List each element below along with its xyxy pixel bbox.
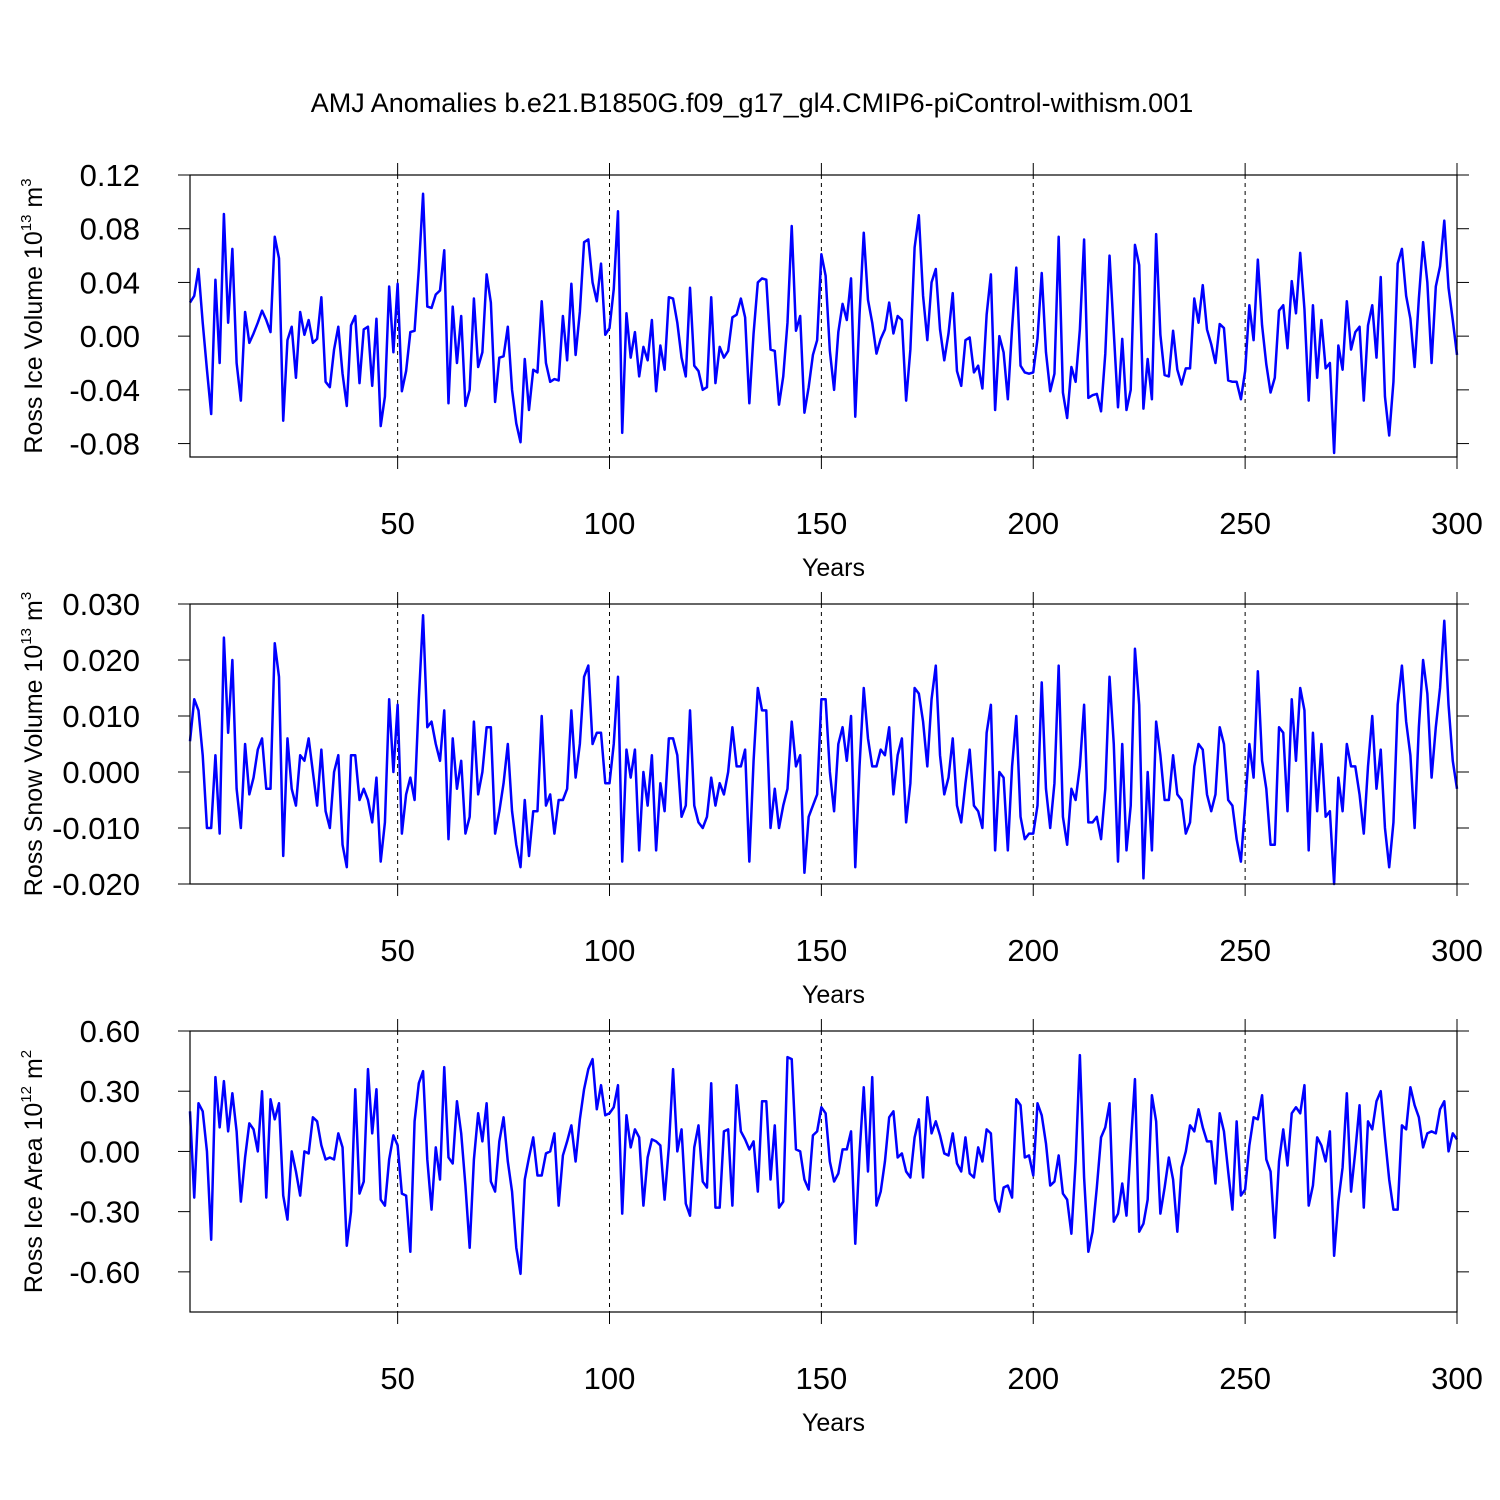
x-tick-label: 100	[584, 933, 636, 968]
y-tick-label: -0.08	[69, 427, 140, 462]
x-tick-label: 300	[1431, 506, 1483, 541]
y-tick-label: 0.030	[62, 587, 140, 622]
x-tick-label: 250	[1219, 506, 1271, 541]
y-tick-label: 0.00	[80, 1134, 140, 1169]
y-axis-title: Ross Ice Volume 1013 m3	[18, 178, 48, 453]
x-tick-label: 200	[1007, 1361, 1059, 1396]
x-tick-label: 200	[1007, 933, 1059, 968]
plot-frame	[189, 1030, 1458, 1313]
x-tick-label: 300	[1431, 1361, 1483, 1396]
y-axis-title-exponent: 13	[18, 215, 35, 232]
y-tick-label: 0.020	[62, 643, 140, 678]
y-tick-label: -0.020	[52, 867, 140, 902]
y-tick-label: 0.30	[80, 1074, 140, 1109]
y-axis-title-unit: m	[20, 600, 48, 621]
data-line	[188, 613, 1459, 886]
x-tick-label: 250	[1219, 933, 1271, 968]
y-axis-title-unit: m	[20, 187, 48, 208]
x-tick-label: 50	[380, 933, 414, 968]
y-axis-title-text: Ross Snow Volume 10	[20, 645, 48, 897]
y-axis-title-exponent: 13	[18, 628, 35, 645]
y-tick-label: 0.08	[80, 212, 140, 247]
plot-frame	[189, 603, 1458, 885]
y-axis-title-unit-exponent: 2	[18, 1050, 35, 1058]
x-tick-label: 100	[584, 1361, 636, 1396]
x-tick-label: 100	[584, 506, 636, 541]
y-axis-title-text: Ross Ice Volume 10	[20, 231, 48, 453]
x-tick-label: 50	[380, 1361, 414, 1396]
x-axis-title: Years	[802, 981, 865, 1009]
y-axis-title: Ross Ice Area 1012 m2	[18, 1050, 48, 1293]
x-tick-label: 150	[796, 933, 848, 968]
y-tick-label: -0.04	[69, 373, 140, 408]
y-tick-label: 0.04	[80, 265, 140, 300]
y-tick-label: 0.000	[62, 755, 140, 790]
y-tick-label: 0.12	[80, 158, 140, 193]
y-axis-title-unit-exponent: 3	[18, 592, 35, 600]
x-tick-label: 250	[1219, 1361, 1271, 1396]
plot-frame	[189, 174, 1458, 458]
y-axis-title-text: Ross Ice Area 10	[20, 1103, 48, 1293]
data-line	[188, 192, 1459, 455]
x-tick-label: 200	[1007, 506, 1059, 541]
data-line	[188, 1053, 1459, 1276]
x-tick-label: 150	[796, 506, 848, 541]
x-axis-title: Years	[802, 1409, 865, 1437]
y-axis-title: Ross Snow Volume 1013 m3	[18, 592, 48, 896]
y-tick-label: -0.010	[52, 811, 140, 846]
y-tick-label: 0.010	[62, 699, 140, 734]
x-axis-title: Years	[802, 554, 865, 582]
y-axis-title-unit-exponent: 3	[18, 178, 35, 186]
y-axis-title-exponent: 12	[18, 1086, 35, 1103]
y-tick-label: -0.60	[69, 1255, 140, 1290]
figure-title: AMJ Anomalies b.e21.B1850G.f09_g17_gl4.C…	[311, 88, 1193, 118]
y-tick-label: -0.30	[69, 1195, 140, 1230]
y-tick-label: 0.00	[80, 319, 140, 354]
y-tick-label: 0.60	[80, 1014, 140, 1049]
y-axis-title-unit: m	[20, 1058, 48, 1079]
x-tick-label: 50	[380, 506, 414, 541]
x-tick-label: 150	[796, 1361, 848, 1396]
x-tick-label: 300	[1431, 933, 1483, 968]
